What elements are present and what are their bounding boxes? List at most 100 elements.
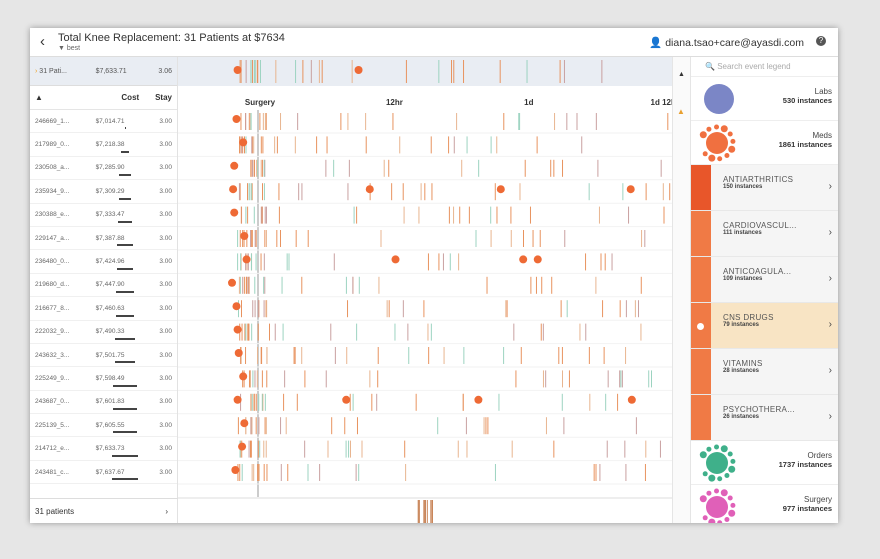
legend-sub-item[interactable]: CNS DRUGS 79 instances › [691, 303, 838, 349]
cost-bar [112, 454, 138, 457]
category-instances: 1861 instances [778, 140, 832, 149]
cost-bar [112, 431, 138, 434]
page-title: Total Knee Replacement: 31 Patients at $… [58, 32, 285, 44]
footer-patients[interactable]: 31 patients › [30, 498, 178, 523]
patient-table: › 31 Pati... $7,633.71 3.06 ▲ Cost Stay … [30, 57, 178, 523]
patient-icon[interactable]: ▲ [35, 93, 43, 102]
legend-labs[interactable]: Labs 530 instances [691, 77, 838, 121]
category-stripe [691, 165, 711, 210]
cost-bar [116, 291, 134, 294]
labs-icon [704, 84, 734, 114]
patient-id: 243687_0... [35, 398, 70, 406]
table-row[interactable]: 235934_9... $7,309.29 3.00 [30, 180, 177, 204]
search-legend[interactable]: 🔍 Search event legend [691, 57, 838, 77]
patient-id: 229147_a... [35, 234, 70, 242]
cost-bar [115, 314, 135, 317]
search-input[interactable]: Search event legend [717, 62, 791, 71]
patient-stay: 3.00 [159, 281, 172, 289]
table-row[interactable]: 229147_a... $7,387.88 3.00 [30, 227, 177, 251]
summary-label: 31 Pati... [39, 67, 67, 75]
sub-instances: 79 instances [723, 322, 760, 328]
sort-cost[interactable]: Cost [121, 93, 140, 102]
table-row[interactable]: 214712_e... $7,633.73 3.00 [30, 437, 177, 461]
sub-instances: 109 instances [723, 276, 763, 282]
patient-stay: 3.00 [159, 164, 172, 172]
category-stripe [691, 303, 711, 348]
user-menu[interactable]: 👤 diana.tsao+care@ayasdi.com [649, 37, 804, 49]
event-dot [232, 115, 241, 123]
table-row[interactable]: 217989_0... $7,218.38 3.00 [30, 133, 177, 157]
table-row[interactable]: 243687_0... $7,601.83 3.00 [30, 391, 177, 415]
selected-dot-icon [697, 323, 704, 330]
patient-stay: 3.00 [159, 304, 172, 312]
patient-stay: 3.00 [159, 117, 172, 125]
cost-bar [117, 244, 133, 247]
legend-surgery[interactable]: Surgery 977 instances [691, 485, 838, 523]
meds-icon [699, 124, 736, 162]
patient-stay: 3.00 [159, 234, 172, 242]
table-row[interactable]: 216677_8... $7,460.63 3.00 [30, 297, 177, 321]
table-row[interactable]: 225249_9... $7,598.49 3.00 [30, 367, 177, 391]
table-row[interactable]: 219680_d... $7,447.90 3.00 [30, 274, 177, 298]
legend-sub-item[interactable]: ANTIARTHRITICS 150 instances › [691, 165, 838, 211]
sort-stay[interactable]: Stay [155, 93, 172, 102]
patient-cost: $7,014.71 [95, 117, 125, 125]
cost-bar [119, 174, 131, 177]
table-row[interactable]: 243481_c... $7,637.67 3.00 [30, 461, 177, 485]
filter-label[interactable]: ▼ best [58, 45, 81, 52]
table-row[interactable]: 243632_3... $7,501.75 3.00 [30, 344, 177, 368]
warning-icon: ▲ [677, 107, 685, 116]
help-icon[interactable]: ? [816, 36, 826, 46]
header: ‹ Total Knee Replacement: 31 Patients at… [30, 28, 838, 57]
summary-cost: $7,633.71 [95, 67, 127, 75]
patient-count: 31 patients [35, 506, 75, 516]
event-dot [342, 395, 351, 404]
patient-cost: $7,633.73 [95, 445, 125, 453]
patient-stay: 3.00 [159, 141, 172, 149]
summary-row[interactable]: › 31 Pati... $7,633.71 3.06 [30, 57, 177, 86]
back-icon[interactable]: ‹ [40, 33, 45, 50]
patient-cost: $7,501.75 [95, 351, 125, 359]
cost-bar [120, 150, 130, 153]
event-dot [626, 185, 635, 194]
patient-cost: $7,605.55 [95, 421, 125, 429]
event-dot [242, 255, 251, 264]
legend-orders[interactable]: Orders 1737 instances [691, 441, 838, 485]
legend-sub-item[interactable]: PSYCHOTHERA... 26 instances › [691, 395, 838, 441]
legend-meds[interactable]: Meds 1861 instances [691, 121, 838, 165]
patient-cost: $7,309.29 [95, 187, 125, 195]
patient-stay: 3.00 [159, 351, 172, 359]
patient-id: 246669_1... [35, 117, 70, 125]
event-dot [240, 232, 249, 240]
event-dot [232, 302, 241, 311]
event-dot [240, 419, 249, 428]
table-row[interactable]: 236480_0... $7,424.96 3.00 [30, 250, 177, 274]
scrollbar[interactable]: ▲ ▲ [672, 57, 690, 523]
category-stripe [691, 395, 711, 440]
patient-stay: 3.00 [159, 445, 172, 453]
category-name: Orders [807, 451, 832, 460]
legend-sub-item[interactable]: CARDIOVASCUL... 111 instances › [691, 211, 838, 257]
event-dot [233, 395, 242, 404]
table-row[interactable]: 230508_a... $7,285.90 3.00 [30, 157, 177, 181]
filter-value: best [66, 45, 81, 52]
legend-sub-item[interactable]: VITAMINS 28 instances › [691, 349, 838, 395]
event-dot [519, 255, 528, 264]
patient-cost: $7,460.63 [95, 304, 125, 312]
table-row[interactable]: 246669_1... $7,014.71 3.00 [30, 110, 177, 134]
timeline[interactable]: Surgery 12hr 1d 1d 12h [178, 57, 672, 523]
chevron-right-icon: › [35, 67, 38, 75]
patient-cost: $7,333.47 [95, 211, 125, 219]
table-row[interactable]: 222032_9... $7,490.33 3.00 [30, 321, 177, 344]
patient-stay: 3.00 [159, 211, 172, 219]
cost-bar [116, 267, 134, 270]
patient-id: 236480_0... [35, 258, 70, 266]
legend-sub-item[interactable]: ANTICOAGULA... 109 instances › [691, 257, 838, 303]
table-row[interactable]: 230388_e... $7,333.47 3.00 [30, 204, 177, 227]
patient-id: 214712_e... [35, 445, 70, 453]
event-dot [228, 278, 236, 287]
user-email: diana.tsao+care@ayasdi.com [665, 37, 804, 49]
patient-cost: $7,490.33 [95, 328, 125, 336]
table-row[interactable]: 225139_5... $7,605.55 3.00 [30, 414, 177, 438]
sub-name: VITAMINS [723, 359, 763, 368]
